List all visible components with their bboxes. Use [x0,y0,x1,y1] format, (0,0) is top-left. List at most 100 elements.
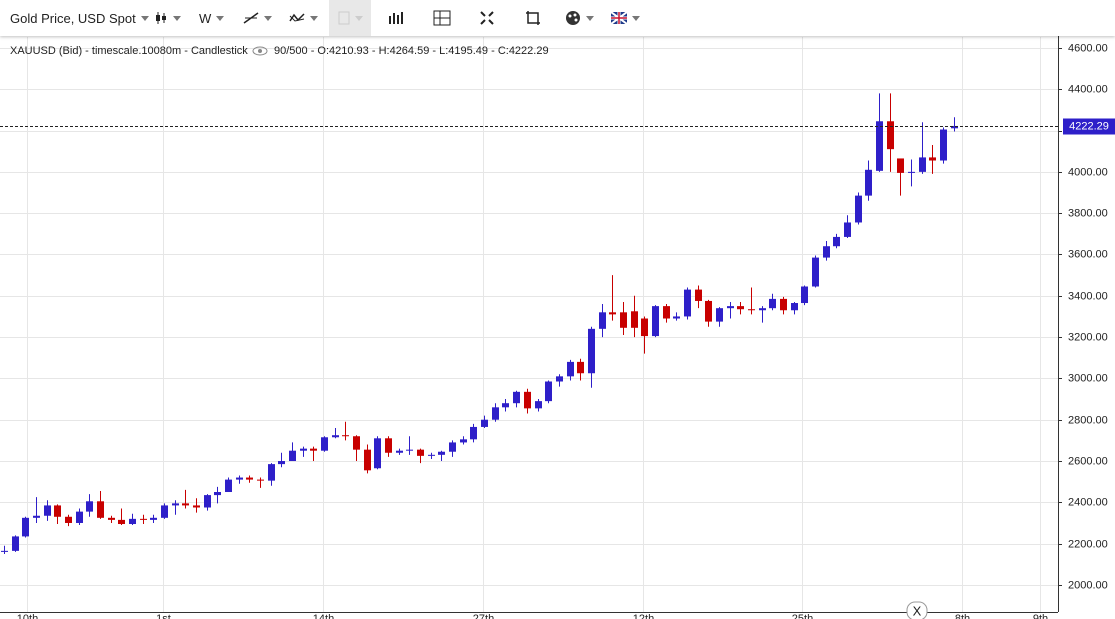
candle-body [118,519,125,525]
close-button[interactable]: X [906,601,928,619]
candle-body [577,361,584,374]
icon [611,12,627,24]
candle-body [342,435,349,437]
candle-body [246,477,253,480]
icon [566,11,580,25]
language-menu[interactable] [611,0,640,36]
candle-body [652,306,659,337]
candle-body [65,516,72,523]
x-tick-label: 14th [313,613,334,619]
candle-body [161,505,168,518]
y-tick-label: 2400.00 [1068,496,1108,508]
eye-icon [252,46,268,56]
candle-body [492,407,499,420]
candle-body [588,328,595,374]
candle-body [481,419,488,427]
y-tick-label: 4400.00 [1068,83,1108,95]
candle-body [54,505,61,517]
indicator-menu[interactable] [289,0,318,36]
x-tick-label: 1st [156,613,171,619]
y-tick-label: 3800.00 [1068,207,1108,219]
chart-type-menu[interactable] [154,0,181,36]
x-tick-label: 9th [1033,613,1048,619]
chart-info: XAUUSD (Bid) - timescale.10080m - Candle… [10,45,248,57]
icon [289,13,305,22]
icon [480,11,494,25]
candle-body [737,306,744,310]
candle-body [524,391,531,409]
candle-body [684,289,691,317]
candle-body [567,361,574,377]
crosshair-button[interactable] [433,0,451,36]
screenshot-button[interactable] [525,0,541,36]
volume-button[interactable] [388,0,404,36]
candle-body [225,479,232,493]
candle-body [268,464,275,481]
candle-body [214,492,221,496]
candle-body [641,318,648,337]
period: W [199,10,212,26]
instrument-menu[interactable]: Gold Price, USD Spot [10,0,149,36]
candle-body [705,300,712,322]
candle-body [951,125,958,129]
candle-body [716,308,723,322]
candle-body [695,289,702,301]
candle-body [417,449,424,456]
candle-body [150,517,157,520]
candle-body [76,511,83,523]
candle-body [663,306,670,319]
candle-body [460,439,467,443]
candle-body [876,121,883,171]
candle-body [855,195,862,223]
fullscreen-button[interactable] [480,0,494,36]
last-price-box [1063,118,1115,135]
x-tick-label: 8th [955,613,970,619]
candle-body [865,169,872,196]
candle-body [86,501,93,512]
candle-body [812,257,819,287]
candle-body [748,309,755,311]
candle-body [353,436,360,450]
candle-body [33,515,40,518]
y-tick-label: 2000.00 [1068,579,1108,591]
candle-body [727,306,734,309]
candle-body [940,129,947,161]
candle-body [833,236,840,247]
period-menu[interactable]: W [199,0,225,36]
candle-body [823,246,830,258]
icon [243,12,259,24]
candle-body [385,438,392,453]
candle-body [289,450,296,462]
candle-body [406,449,413,451]
candle-body [374,438,381,469]
y-tick-label: 2800.00 [1068,414,1108,426]
candle-body [310,448,317,451]
disabled-button [329,0,371,36]
icon [338,11,349,25]
x-tick-label: 12th [633,613,654,619]
last-price-label: 4222.29 [1069,120,1109,132]
candle-body [140,518,147,520]
candle-body [780,298,787,311]
x-tick-label: 27th [473,613,494,619]
y-tick-label: 3400.00 [1068,290,1108,302]
instrument: Gold Price, USD Spot [10,10,136,26]
y-tick-label: 2200.00 [1068,538,1108,550]
candle-body [172,503,179,506]
candle-body [929,157,936,161]
y-tick-label: 4600.00 [1068,42,1108,54]
candle-body [332,435,339,438]
candle-body [193,505,200,508]
candle-body [897,158,904,173]
candle-body [300,448,307,451]
drawing-menu[interactable] [243,0,272,36]
candle-body [257,479,264,481]
candle-body [535,401,542,409]
icon [156,12,166,24]
icon [389,12,403,24]
candle-body [44,505,51,516]
y-tick-label: 4000.00 [1068,166,1108,178]
theme-menu[interactable] [565,0,594,36]
